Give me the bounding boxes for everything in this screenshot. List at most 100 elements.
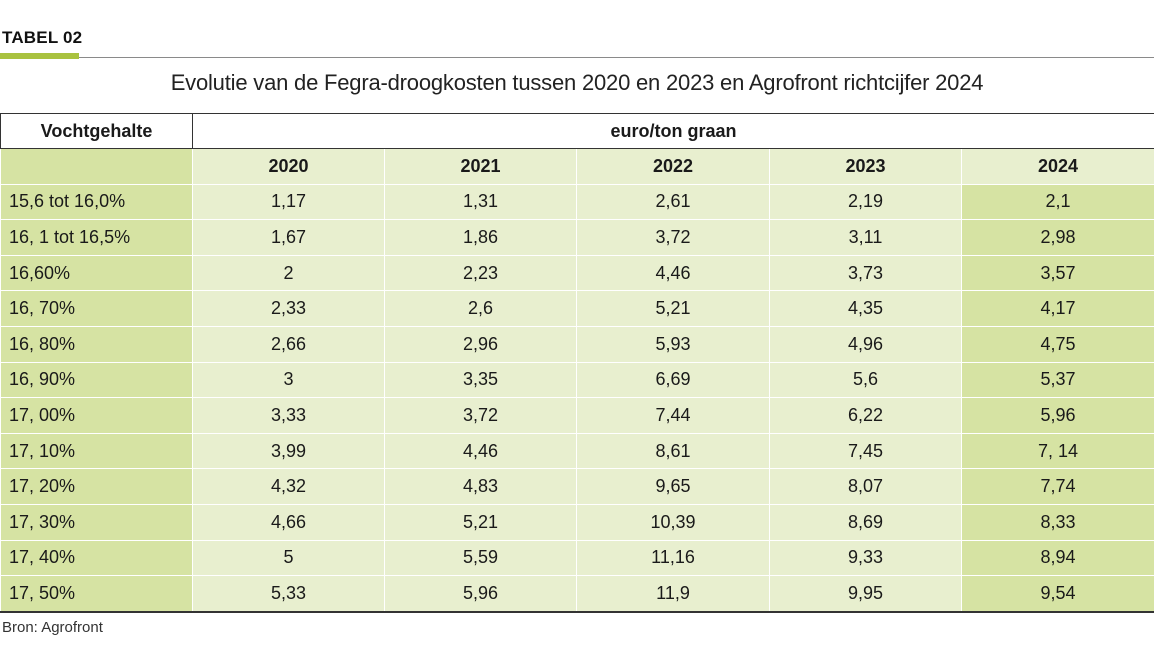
value-cell: 8,69 <box>769 503 962 541</box>
table-row: 16,60% 2 2,23 4,46 3,73 3,57 <box>0 254 1154 292</box>
row-header-cell: Vochtgehalte <box>0 113 193 149</box>
table-row: 17, 30% 4,66 5,21 10,39 8,69 8,33 <box>0 503 1154 541</box>
value-cell: 9,65 <box>576 468 770 505</box>
table-row: 17, 40% 5 5,59 11,16 9,33 8,94 <box>0 539 1154 577</box>
value-cell: 2,98 <box>960 219 1154 256</box>
moisture-label-cell: 17, 30% <box>0 503 193 541</box>
value-cell: 11,16 <box>576 539 770 577</box>
value-cell: 3,57 <box>960 254 1154 292</box>
value-cell: 5,59 <box>384 539 577 577</box>
table-row: 16, 90% 3 3,35 6,69 5,6 5,37 <box>0 361 1154 399</box>
value-cell: 3,72 <box>576 219 770 256</box>
value-cell: 4,75 <box>960 325 1154 363</box>
value-cell: 3,35 <box>384 361 577 399</box>
value-cell: 4,32 <box>192 468 385 505</box>
year-header: 2023 <box>769 148 962 185</box>
value-cell: 10,39 <box>576 503 770 541</box>
value-cell: 5,37 <box>960 361 1154 399</box>
value-cell: 1,17 <box>192 183 385 221</box>
value-cell: 5,33 <box>192 575 385 613</box>
value-cell: 5,21 <box>576 290 770 327</box>
value-cell: 11,9 <box>576 575 770 613</box>
moisture-label-cell: 16, 70% <box>0 290 193 327</box>
value-cell: 2,6 <box>384 290 577 327</box>
value-cell: 8,94 <box>960 539 1154 577</box>
value-cell: 5,93 <box>576 325 770 363</box>
tag-underline <box>0 53 79 59</box>
value-cell: 3,11 <box>769 219 962 256</box>
table-row: 15,6 tot 16,0% 1,17 1,31 2,61 2,19 2,1 <box>0 183 1154 221</box>
year-header: 2020 <box>192 148 385 185</box>
value-cell: 7,74 <box>960 468 1154 505</box>
value-cell: 9,54 <box>960 575 1154 613</box>
top-divider <box>79 57 1154 58</box>
year-header: 2022 <box>576 148 770 185</box>
moisture-label-cell: 17, 50% <box>0 575 193 613</box>
table-row: 17, 00% 3,33 3,72 7,44 6,22 5,96 <box>0 397 1154 434</box>
value-cell: 2,66 <box>192 325 385 363</box>
value-cell: 8,07 <box>769 468 962 505</box>
value-cell: 2 <box>192 254 385 292</box>
value-cell: 3 <box>192 361 385 399</box>
table-row: 16, 80% 2,66 2,96 5,93 4,96 4,75 <box>0 325 1154 363</box>
value-cell: 8,61 <box>576 432 770 470</box>
value-cell: 2,33 <box>192 290 385 327</box>
value-cell: 5,21 <box>384 503 577 541</box>
table-tag: TABEL 02 <box>2 28 83 47</box>
group-header-cell: euro/ton graan <box>191 113 1154 149</box>
value-cell: 5 <box>192 539 385 577</box>
source-note: Bron: Agrofront <box>2 619 103 636</box>
year-header: 2024 <box>960 148 1154 185</box>
value-cell: 2,96 <box>384 325 577 363</box>
table-row: 17, 10% 3,99 4,46 8,61 7,45 7, 14 <box>0 432 1154 470</box>
table-row: 16, 1 tot 16,5% 1,67 1,86 3,72 3,11 2,98 <box>0 219 1154 256</box>
moisture-label-cell: 17, 40% <box>0 539 193 577</box>
value-cell: 3,99 <box>192 432 385 470</box>
value-cell: 9,95 <box>769 575 962 613</box>
value-cell: 3,73 <box>769 254 962 292</box>
value-cell: 4,46 <box>576 254 770 292</box>
moisture-label-cell: 17, 00% <box>0 397 193 434</box>
value-cell: 2,1 <box>960 183 1154 221</box>
value-cell: 4,83 <box>384 468 577 505</box>
value-cell: 9,33 <box>769 539 962 577</box>
moisture-label-cell: 17, 20% <box>0 468 193 505</box>
header-row-group: Vochtgehalte euro/ton graan <box>0 113 1154 149</box>
moisture-label-cell: 17, 10% <box>0 432 193 470</box>
value-cell: 6,22 <box>769 397 962 434</box>
table-row: 17, 20% 4,32 4,83 9,65 8,07 7,74 <box>0 468 1154 505</box>
table-row: 16, 70% 2,33 2,6 5,21 4,35 4,17 <box>0 290 1154 327</box>
moisture-label-cell: 15,6 tot 16,0% <box>0 183 193 221</box>
value-cell: 4,66 <box>192 503 385 541</box>
moisture-label-cell: 16,60% <box>0 254 193 292</box>
value-cell: 4,46 <box>384 432 577 470</box>
value-cell: 4,35 <box>769 290 962 327</box>
value-cell: 6,69 <box>576 361 770 399</box>
value-cell: 5,96 <box>384 575 577 613</box>
table-row: 17, 50% 5,33 5,96 11,9 9,95 9,54 <box>0 575 1154 613</box>
value-cell: 4,17 <box>960 290 1154 327</box>
value-cell: 2,19 <box>769 183 962 221</box>
value-cell: 7,45 <box>769 432 962 470</box>
year-header: 2021 <box>384 148 577 185</box>
value-cell: 1,86 <box>384 219 577 256</box>
year-header-blank <box>0 148 193 185</box>
value-cell: 4,96 <box>769 325 962 363</box>
value-cell: 7, 14 <box>960 432 1154 470</box>
value-cell: 5,96 <box>960 397 1154 434</box>
table-title: Evolutie van de Fegra-droogkosten tussen… <box>170 70 984 95</box>
value-cell: 8,33 <box>960 503 1154 541</box>
value-cell: 2,23 <box>384 254 577 292</box>
header-row-years: 2020 2021 2022 2023 2024 <box>0 148 1154 185</box>
data-table: Vochtgehalte euro/ton graan 2020 2021 20… <box>0 113 1154 613</box>
moisture-label-cell: 16, 90% <box>0 361 193 399</box>
value-cell: 1,31 <box>384 183 577 221</box>
moisture-label-cell: 16, 1 tot 16,5% <box>0 219 193 256</box>
value-cell: 3,33 <box>192 397 385 434</box>
value-cell: 7,44 <box>576 397 770 434</box>
value-cell: 5,6 <box>769 361 962 399</box>
value-cell: 1,67 <box>192 219 385 256</box>
value-cell: 2,61 <box>576 183 770 221</box>
value-cell: 3,72 <box>384 397 577 434</box>
moisture-label-cell: 16, 80% <box>0 325 193 363</box>
